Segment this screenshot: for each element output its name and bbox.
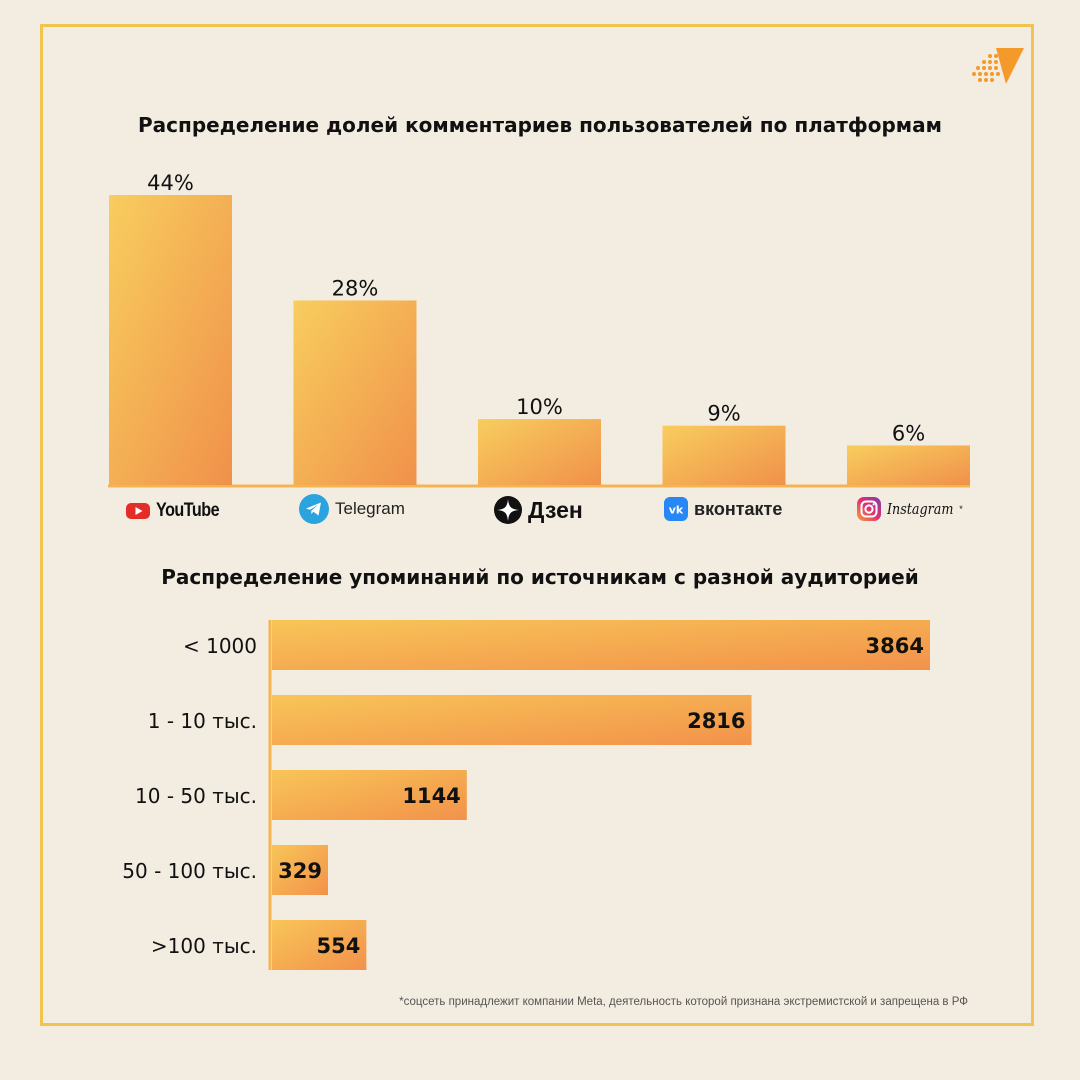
bar-value-label: 10% (516, 395, 563, 419)
bar-value-label: 28% (332, 276, 379, 300)
bar-instagram (847, 445, 970, 485)
chart-title-audience: Распределение упоминаний по источникам с… (161, 565, 919, 589)
platform-youtube: YouTube (126, 496, 230, 526)
telegram-icon (299, 494, 329, 524)
bar-вконтакте (662, 425, 786, 485)
brand-logo-icon (972, 48, 1024, 84)
page-frame (40, 24, 1034, 1026)
bar-telegram (293, 300, 417, 485)
platform-label-dzen: Дзен (528, 496, 583, 523)
platform-label-youtube: YouTube (156, 500, 220, 521)
platform-vk: vk вконтакте (664, 494, 782, 524)
platform-dzen: Дзен (494, 495, 583, 525)
platform-instagram: Instagram * (857, 494, 963, 524)
dzen-icon (494, 496, 522, 524)
bar-value-label: 6% (892, 421, 925, 445)
bar-youtube (109, 195, 232, 485)
youtube-icon (126, 503, 150, 519)
svg-text:vk: vk (669, 504, 684, 517)
footnote: *соцсеть принадлежит компании Meta, деят… (399, 996, 968, 1008)
platform-telegram: Telegram (299, 494, 405, 524)
platform-label-vk: вконтакте (694, 498, 783, 519)
platform-label-instagram: Instagram (887, 500, 954, 518)
bar-value-label: 9% (707, 402, 740, 426)
instagram-icon (857, 497, 881, 521)
instagram-footnote-mark: * (959, 504, 963, 514)
bar-дзен (478, 419, 601, 485)
vk-icon: vk (664, 497, 688, 521)
chart-title-platforms: Распределение долей комментариев пользов… (138, 113, 942, 137)
platform-label-telegram: Telegram (335, 499, 405, 518)
bar-value-label: 44% (147, 171, 194, 195)
